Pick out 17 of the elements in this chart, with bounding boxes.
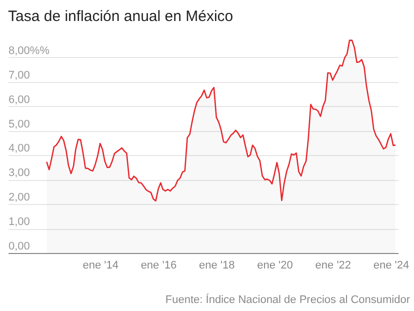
- y-tick-label: 7,00: [8, 69, 30, 82]
- x-tick-label: ene '16: [140, 260, 177, 272]
- y-tick-label: 1,00: [8, 216, 30, 228]
- y-tick-label: 4,00: [8, 142, 30, 155]
- chart-title: Tasa de inflación anual en México: [7, 7, 234, 27]
- x-tick-label: ene '14: [82, 260, 118, 272]
- x-tick-label: ene '22: [315, 260, 352, 272]
- x-tick-label: ene '24: [373, 260, 410, 272]
- y-tick-label: 2,00: [8, 192, 30, 204]
- y-tick-label: 8,00%%: [8, 44, 50, 57]
- y-tick-label: 6,00: [8, 94, 30, 106]
- x-tick-label: ene '20: [257, 260, 293, 272]
- y-tick-label: 3,00: [8, 167, 30, 180]
- y-tick-label: 5,00: [8, 118, 30, 130]
- y-tick-label: 0,00: [8, 240, 30, 252]
- x-tick-label: ene '18: [198, 260, 235, 272]
- source-note: Fuente: Índice Nacional de Precios al Consumidor: [164, 294, 411, 306]
